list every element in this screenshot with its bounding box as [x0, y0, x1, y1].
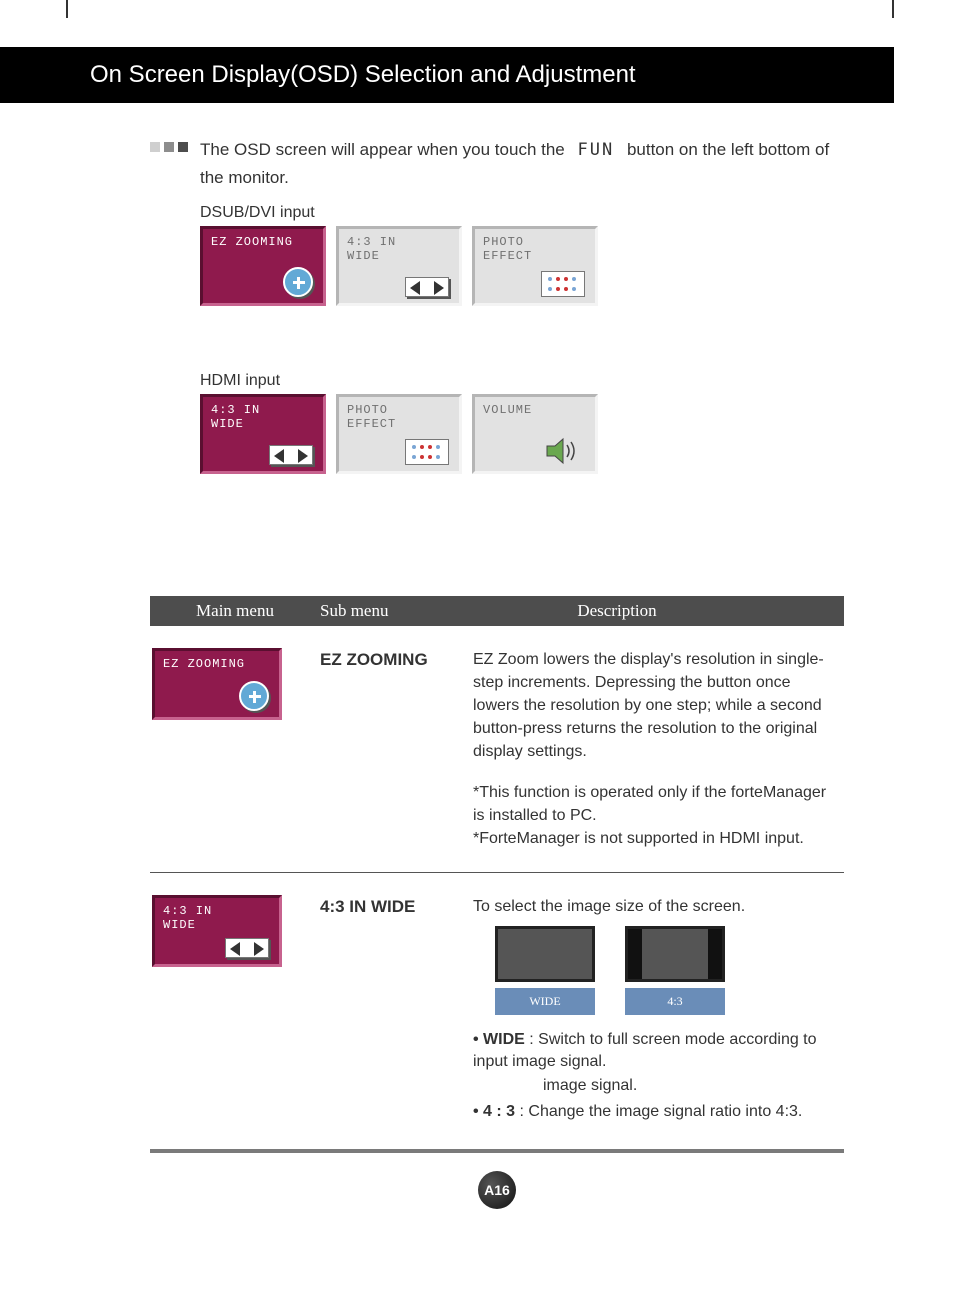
menu-header: Main menu Sub menu Description [150, 596, 844, 626]
bullet-wide-line2: image signal. [473, 1075, 836, 1097]
tile-label: PHOTO EFFECT [483, 235, 587, 263]
page-title: On Screen Display(OSD) Selection and Adj… [90, 61, 636, 89]
bullet-wide-rest: : Switch to full screen mode according t… [473, 1031, 817, 1070]
zoom-icon [239, 681, 269, 711]
desc-intro: To select the image size of the screen. [473, 895, 836, 918]
bullet-squares-icon [150, 142, 188, 152]
description: To select the image size of the screen. … [473, 895, 836, 1127]
tile-label: EZ ZOOMING [163, 657, 271, 671]
bullet-43-bold: • 4 : 3 [473, 1103, 515, 1120]
dots-icon [541, 271, 585, 297]
menu-row-43-wide: 4:3 IN WIDE 4:3 IN WIDE To select the im… [150, 873, 844, 1149]
desc-p1: EZ Zoom lowers the display's resolution … [473, 648, 836, 763]
tile-43-in-wide[interactable]: 4:3 IN WIDE [336, 226, 462, 306]
dsub-dvi-tiles: EZ ZOOMING 4:3 IN WIDE PHOTO EFFECT [200, 226, 598, 306]
ratio-labels: WIDE 4:3 [495, 988, 836, 1015]
tile-label: 4:3 IN WIDE [163, 904, 271, 932]
arrows-icon [269, 445, 313, 465]
tile-volume[interactable]: VOLUME [472, 394, 598, 474]
43-preview-icon [625, 926, 725, 982]
arrows-icon [405, 277, 449, 297]
bullet-43: • 4 : 3 : Change the image signal ratio … [473, 1101, 836, 1123]
tile-label: 4:3 IN WIDE [347, 235, 451, 263]
desc-p2: *This function is operated only if the f… [473, 781, 836, 827]
wide-preview-icon [495, 926, 595, 982]
sub-menu-name: 4:3 IN WIDE [320, 895, 455, 1127]
wide-label: WIDE [495, 988, 595, 1015]
tile-label: 4:3 IN WIDE [211, 403, 315, 431]
dots-icon [405, 439, 449, 465]
page-number-badge: A16 [478, 1171, 516, 1209]
bullet-wide-bold: • WIDE [473, 1031, 525, 1048]
tile-photo-effect[interactable]: PHOTO EFFECT [472, 226, 598, 306]
hdmi-tiles: 4:3 IN WIDE PHOTO EFFECT VOLUME [200, 394, 598, 474]
sub-menu-name: EZ ZOOMING [320, 648, 455, 850]
menu-row-ez-zooming: EZ ZOOMING EZ ZOOMING EZ Zoom lowers the… [150, 626, 844, 872]
43-label: 4:3 [625, 988, 725, 1015]
fun-button-glyph: FUN [569, 136, 622, 164]
row-tile-43-wide: 4:3 IN WIDE [152, 895, 282, 967]
intro-pre: The OSD screen will appear when you touc… [200, 140, 569, 159]
tile-43-in-wide[interactable]: 4:3 IN WIDE [200, 394, 326, 474]
page-title-bar: On Screen Display(OSD) Selection and Adj… [0, 47, 894, 103]
tile-photo-effect[interactable]: PHOTO EFFECT [336, 394, 462, 474]
tile-label: PHOTO EFFECT [347, 403, 451, 431]
header-sub: Sub menu [320, 601, 470, 621]
dsub-dvi-label: DSUB/DVI input [200, 204, 598, 222]
volume-icon [545, 437, 585, 465]
tile-label: EZ ZOOMING [211, 235, 315, 249]
bullet-wide: • WIDE : Switch to full screen mode acco… [473, 1029, 836, 1073]
ratio-previews [495, 926, 836, 982]
description: EZ Zoom lowers the display's resolution … [473, 648, 836, 850]
zoom-icon [283, 267, 313, 297]
row-tile-ez-zooming: EZ ZOOMING [152, 648, 282, 720]
intro-paragraph: The OSD screen will appear when you touc… [150, 136, 844, 192]
tile-ez-zooming[interactable]: EZ ZOOMING [200, 226, 326, 306]
header-main: Main menu [150, 601, 320, 621]
bullet-43-rest: : Change the image signal ratio into 4:3… [515, 1103, 802, 1120]
hdmi-label: HDMI input [200, 372, 598, 390]
desc-p3: *ForteManager is not supported in HDMI i… [473, 827, 836, 850]
tile-label: VOLUME [483, 403, 587, 417]
arrows-icon [225, 938, 269, 958]
divider-thick [150, 1149, 844, 1153]
header-desc: Description [470, 601, 844, 621]
